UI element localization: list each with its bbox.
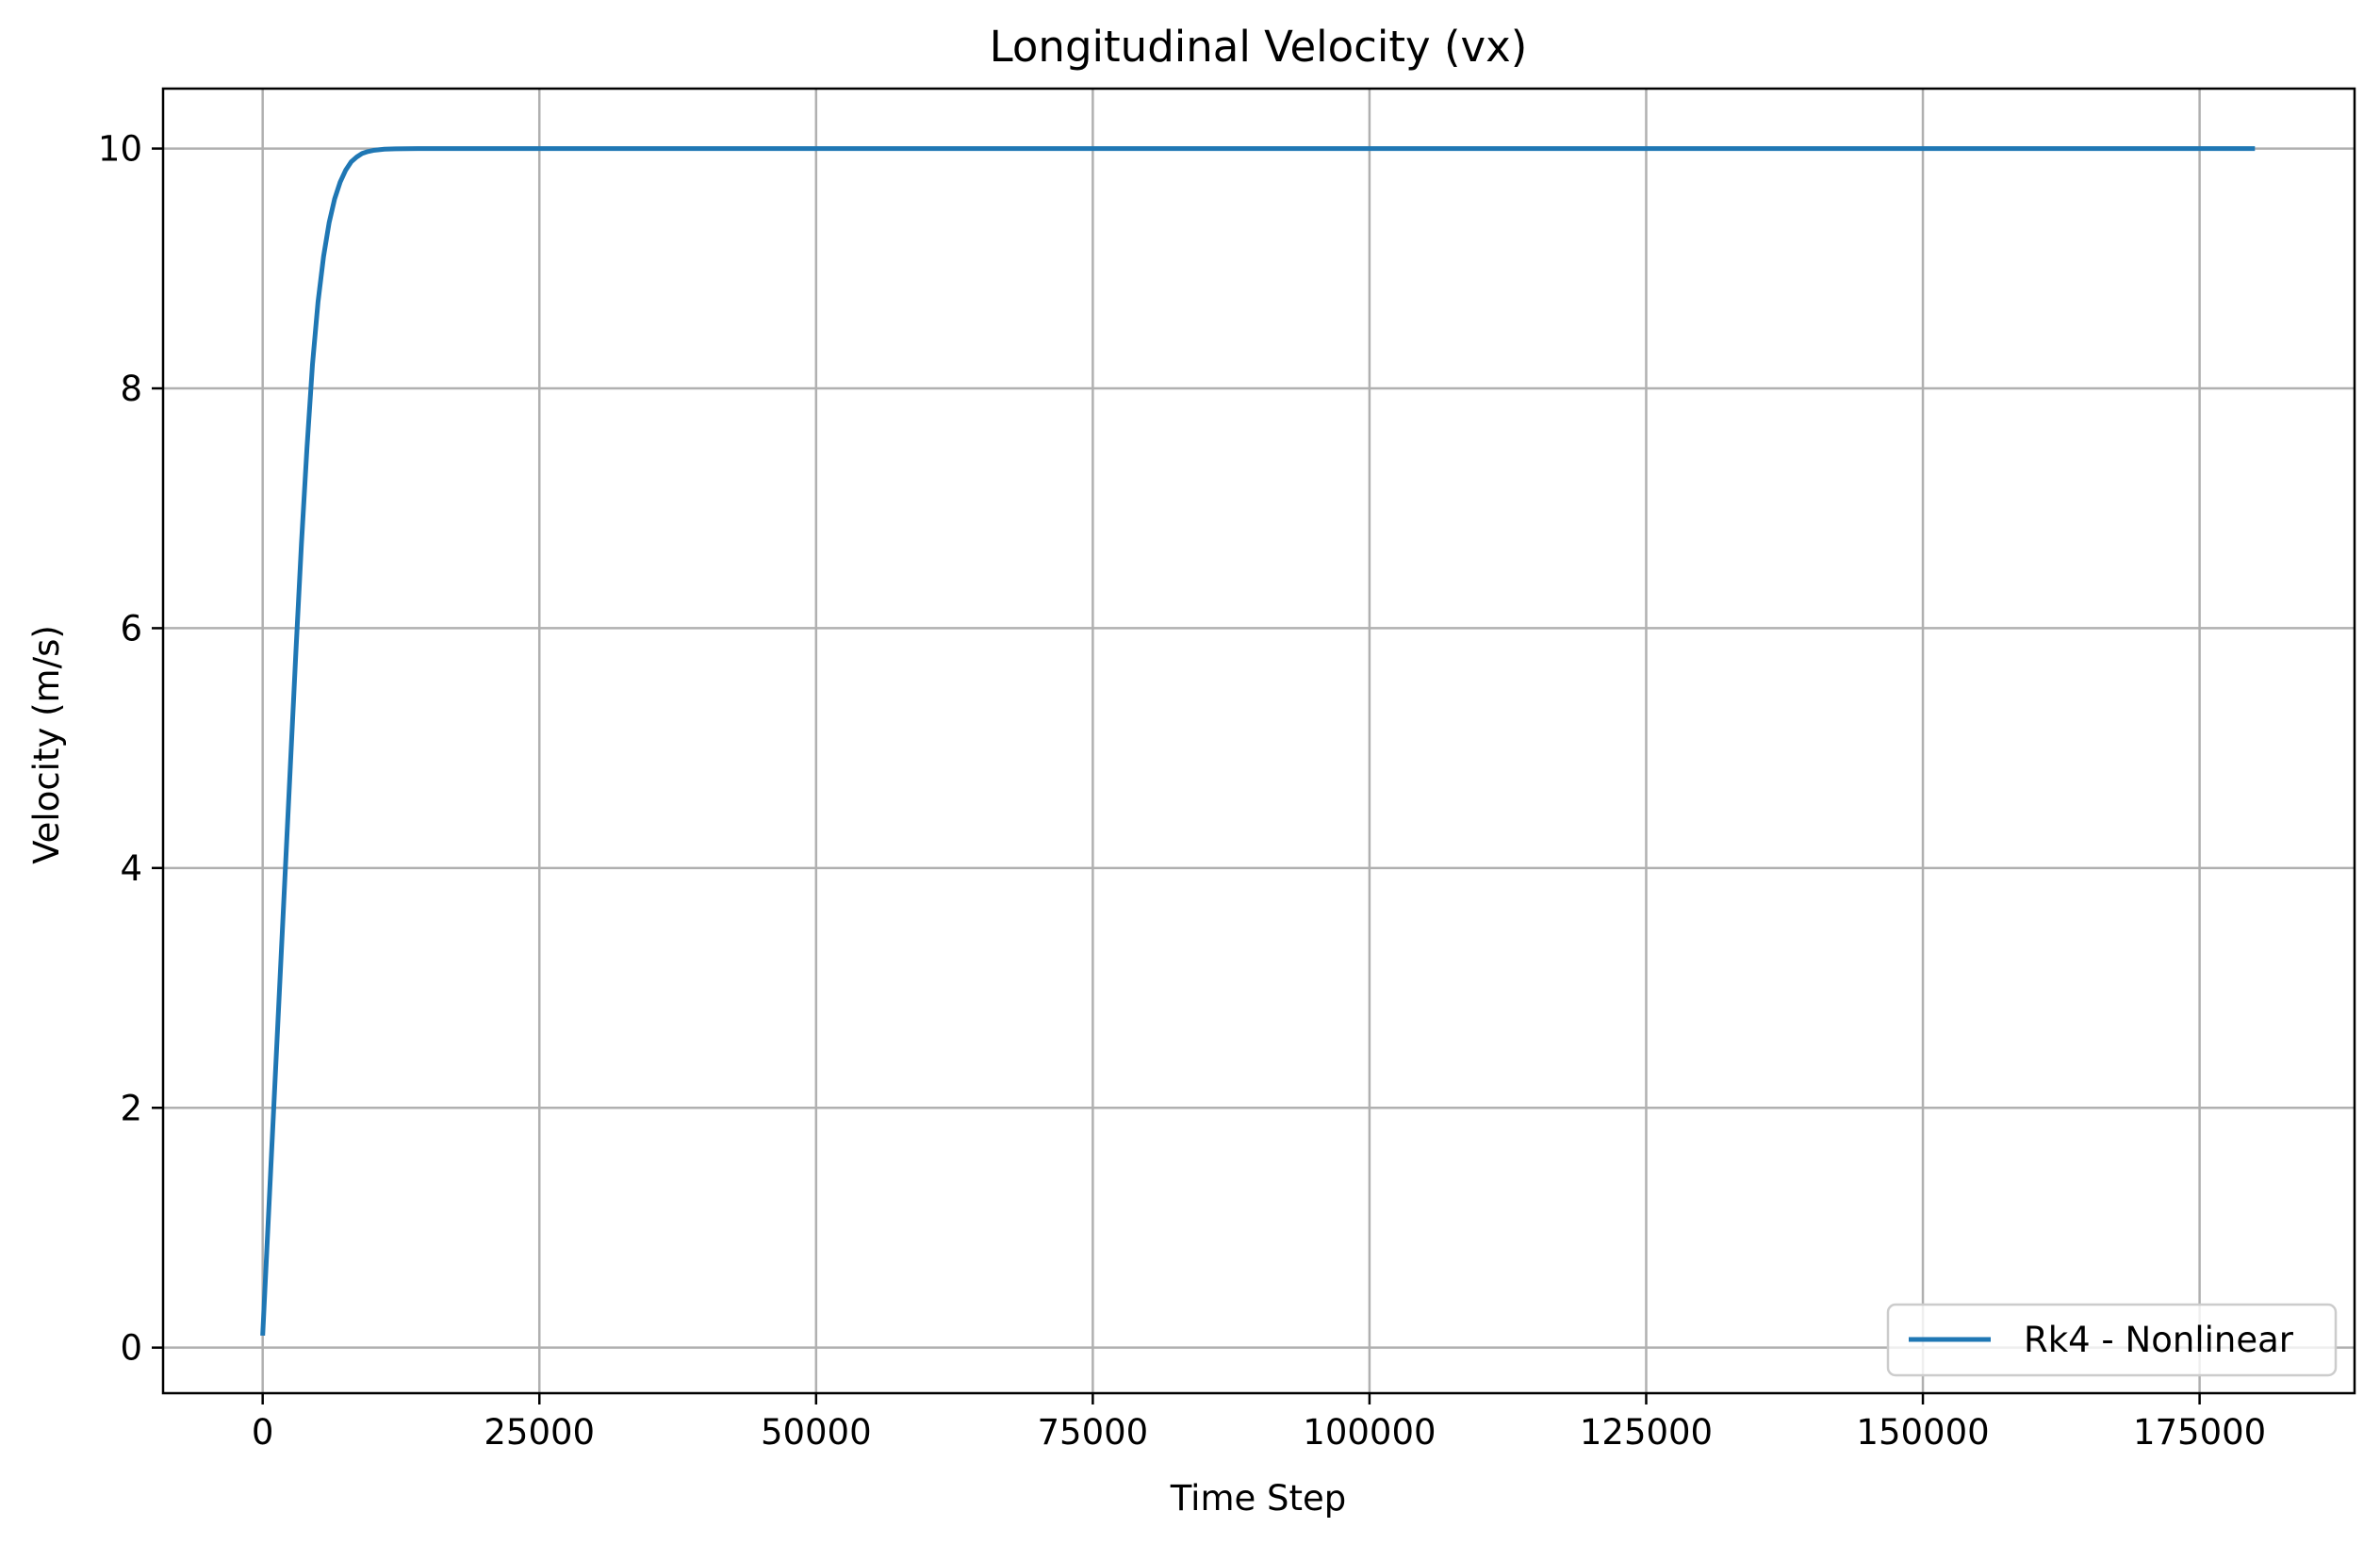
x-tick-label: 150000 [1856, 1412, 1989, 1453]
y-tick-label: 0 [120, 1328, 142, 1369]
tick-layer: 0 25000 50000 75000 100000 125000 150000 175000… [98, 129, 2266, 1453]
x-tick-label: 100000 [1303, 1412, 1436, 1453]
legend: Rk4 - Nonlinear [1886, 1303, 2338, 1377]
y-tick-label: 6 [120, 608, 142, 649]
y-tick-label: 2 [120, 1088, 142, 1128]
x-tick-label: 50000 [761, 1412, 872, 1453]
x-tick-label: 175000 [2133, 1412, 2266, 1453]
y-tick-label: 8 [120, 369, 142, 409]
chart-title: Longitudinal Velocity (vx) [990, 22, 1528, 72]
series-line-rk4-nonlinear [260, 146, 2256, 1337]
x-tick-label: 0 [252, 1412, 274, 1453]
legend-label-rk4: Rk4 - Nonlinear [2024, 1320, 2294, 1360]
legend-box [1886, 1303, 2338, 1377]
x-axis-label: Time Step [1170, 1478, 1347, 1519]
y-axis-label: Velocity (m/s) [26, 625, 67, 864]
y-tick-label: 4 [120, 848, 142, 889]
x-tick-label: 125000 [1580, 1412, 1713, 1453]
y-tick-label: 10 [98, 129, 142, 170]
x-tick-label: 75000 [1038, 1412, 1149, 1453]
series-layer [260, 146, 2256, 1337]
plot-frame [161, 87, 2356, 1395]
x-tick-label: 25000 [484, 1412, 595, 1453]
